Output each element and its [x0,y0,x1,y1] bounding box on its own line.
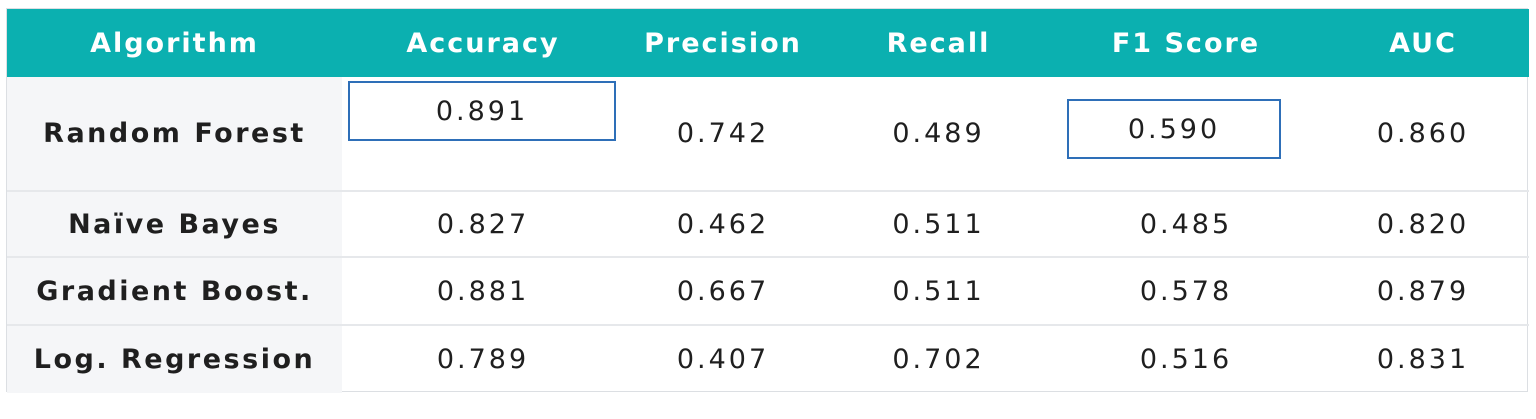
header-f1-score: F1 Score [1055,9,1317,77]
recall-cell: 0.489 [892,118,985,149]
highlight-box: 0.590 [1067,99,1281,159]
recall-cell: 0.511 [822,256,1055,325]
precision-cell: 0.462 [624,190,822,257]
algorithm-cell: Gradient Boost. [7,256,342,325]
header-accuracy: Accuracy [342,9,624,77]
f1-cell: 0.590 [1055,77,1317,191]
recall-cell: 0.702 [822,324,1055,393]
f1-cell: 0.485 [1055,190,1317,257]
highlight-box: 0.891 [348,81,616,141]
precision-cell: 0.667 [624,256,822,325]
table-row: Log. Regression 0.789 0.407 0.702 0.516 … [7,324,1529,393]
f1-cell: 0.516 [1055,324,1317,393]
auc-cell: 0.820 [1317,190,1529,257]
precision-cell: 0.742 [676,118,770,149]
results-table-container: Algorithm Accuracy Precision Recall F1 S… [6,8,1529,393]
algorithm-cell: Random Forest [7,77,342,191]
results-table: Algorithm Accuracy Precision Recall F1 S… [7,9,1529,393]
auc-cell: 0.831 [1317,324,1529,393]
header-auc: AUC [1317,9,1529,77]
accuracy-value: 0.891 [435,95,529,127]
algorithm-cell: Naïve Bayes [7,190,342,257]
accuracy-cell: 0.881 [342,256,624,325]
accuracy-cell: 0.827 [342,190,624,257]
precision-cell: 0.407 [624,324,822,393]
f1-value: 0.590 [1127,113,1221,145]
algorithm-cell: Log. Regression [7,324,342,393]
header-algorithm: Algorithm [7,9,342,77]
f1-cell: 0.578 [1055,256,1317,325]
table-row: Naïve Bayes 0.827 0.462 0.511 0.485 0.82… [7,190,1529,257]
auc-cell: 0.879 [1317,256,1529,325]
header-recall: Recall [822,9,1055,77]
header-precision: Precision [624,9,822,77]
accuracy-cell: 0.789 [342,324,624,393]
accuracy-cell: 0.891 [342,77,624,191]
auc-cell: 0.860 [1376,118,1470,149]
recall-cell: 0.511 [822,190,1055,257]
table-row: Gradient Boost. 0.881 0.667 0.511 0.578 … [7,256,1529,325]
table-row: Random Forest 0.891 0.742 0.489 0.590 0.… [7,77,1529,191]
header-row: Algorithm Accuracy Precision Recall F1 S… [7,9,1529,77]
